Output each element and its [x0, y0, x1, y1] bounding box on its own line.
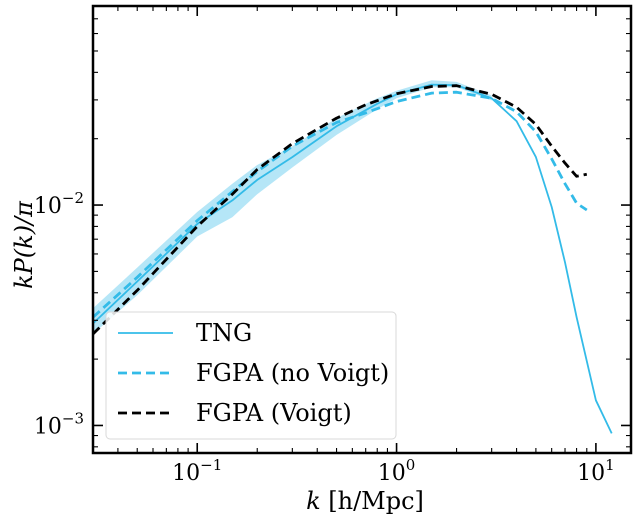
series-line-fgpa-no-voigt: [93, 90, 588, 319]
legend: TNG FGPA (no Voigt) FGPA (Voigt): [105, 311, 397, 440]
x-axis-label: k [h/Mpc]: [306, 487, 424, 515]
y-tick-label: 10−3: [34, 409, 84, 439]
x-tick-label: 101: [577, 456, 615, 486]
x-tick-label: 10−1: [172, 456, 222, 486]
tng-scatter-band: [93, 80, 492, 334]
series-line-tng: [93, 83, 613, 434]
y-axis-label: kP(k)/π: [10, 200, 38, 289]
axes: 10−1 100 101 10−3 10−2: [34, 4, 633, 486]
legend-label: TNG: [196, 319, 252, 347]
legend-label: FGPA (no Voigt): [196, 359, 389, 387]
plot-clip-group: [93, 80, 613, 434]
legend-box: [105, 311, 397, 440]
y-tick-label: 10−2: [34, 189, 84, 219]
plot-area: [93, 80, 613, 434]
plot-frame: [91, 4, 633, 455]
legend-label: FGPA (Voigt): [196, 399, 352, 427]
series-line-fgpa-voigt: [93, 84, 588, 335]
x-tick-label: 100: [378, 456, 416, 486]
